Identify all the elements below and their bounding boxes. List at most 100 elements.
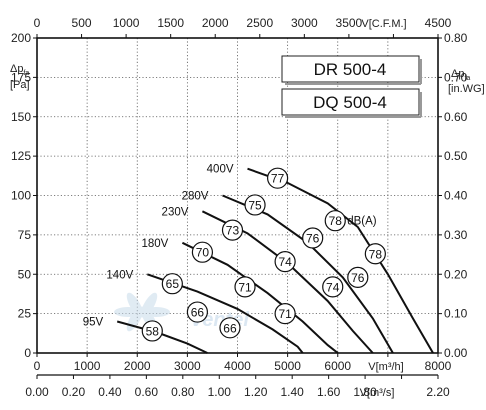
sound-level-value: 74	[278, 255, 292, 269]
sound-level-value: 74	[326, 280, 340, 294]
x-primary-tick-label: 2000	[124, 359, 151, 373]
x-primary-tick-label: 3000	[174, 359, 201, 373]
x-top-tick-label: 2000	[202, 16, 229, 30]
sound-level-value: 70	[196, 246, 210, 260]
sound-level-value: 73	[226, 224, 240, 238]
x-secondary-tick-label: 0.80	[171, 385, 195, 399]
x-top-tick-label: 500	[72, 16, 92, 30]
sound-level-value: 66	[191, 306, 205, 320]
y-right-tick-label: 0.20	[444, 267, 468, 281]
watermark-fan-blade	[126, 292, 144, 318]
title-box	[281, 88, 420, 116]
x-top-tick-label: 0	[34, 16, 41, 30]
y-right-tick-label: 0.10	[444, 307, 468, 321]
x-secondary-tick-label: 0.00	[25, 385, 49, 399]
x-primary-tick-label: 4000	[224, 359, 251, 373]
x-primary-tick-label: 6000	[324, 359, 351, 373]
x-top-tick-label: 1500	[157, 16, 184, 30]
x-secondary-tick-label: 0.40	[98, 385, 122, 399]
sound-level-bubble	[324, 210, 346, 232]
y-left-tick-label: 100	[11, 189, 31, 203]
y-left-label-sub: fa	[23, 70, 29, 77]
title-box	[281, 55, 420, 83]
y-right-tick-label: 0.60	[444, 110, 468, 124]
x-top-tick-label: 3500	[336, 16, 363, 30]
y-left-tick-label: 25	[18, 307, 32, 321]
x-secondary-tick-label: 1.00	[208, 385, 232, 399]
x-top-tick-label: 4500	[425, 16, 452, 30]
y-right-tick-label: 0.50	[444, 149, 468, 163]
sound-level-bubble	[302, 227, 324, 249]
curve-label-230V: 230V	[162, 206, 189, 218]
y-left-unit: [Pa]	[10, 79, 30, 91]
sound-level-bubble	[161, 273, 183, 295]
x-secondary-tick-label: 0.60	[135, 385, 159, 399]
curve-label-400V: 400V	[207, 164, 234, 176]
sound-level-bubble	[219, 317, 241, 339]
curve-label-180V: 180V	[142, 238, 169, 250]
x-top-tick-label: 2500	[246, 16, 273, 30]
x-secondary-tick-label: 1.80	[353, 385, 377, 399]
sound-unit-label: dB(A)	[347, 216, 377, 228]
x-top-tick-label: 3000	[291, 16, 318, 30]
sound-level-bubble	[186, 301, 208, 323]
sound-level-value: 76	[351, 271, 365, 285]
watermark-fan-blade	[140, 292, 158, 318]
sound-level-markers: dB(A) 77 75 73 70 65 58 78 76 74 71 66 66 78 76 74 71	[141, 167, 386, 342]
y-right-label-sub: fa	[464, 75, 470, 82]
grid	[36, 37, 439, 354]
y-right-tick-label: 0.70	[444, 70, 468, 84]
x-secondary-tick-label: 1.20	[244, 385, 268, 399]
y-right-tick-label: 0.00	[444, 346, 468, 360]
sound-level-bubble	[322, 276, 344, 298]
x-primary-label: V[m³/h]	[368, 361, 403, 373]
sound-level-bubble	[141, 320, 163, 342]
curve-label-95V: 95V	[83, 317, 104, 329]
x-secondary-tick-label: 1.40	[281, 385, 305, 399]
y-left-tick-label: 150	[11, 110, 31, 124]
sound-level-bubble	[267, 167, 289, 189]
sound-level-bubble	[191, 241, 214, 263]
x-secondary-label: V[m³/s]	[360, 387, 395, 399]
y-right-tick-label: 0.40	[444, 189, 468, 203]
y-right-label: Δpfa	[451, 68, 470, 82]
sound-level-value: 78	[329, 214, 343, 228]
x-top-label: V[C.F.M.]	[361, 18, 406, 30]
sound-level-bubble	[274, 251, 296, 273]
sound-level-bubble	[221, 219, 244, 241]
y-right-tick-label: 0.80	[444, 31, 468, 45]
sound-level-value: 58	[146, 324, 160, 338]
y-left-tick-label: 125	[11, 149, 31, 163]
y-left-label: Δpfa	[10, 63, 29, 77]
x-primary-tick-label: 8000	[425, 359, 452, 373]
curve-label-280V: 280V	[182, 191, 209, 203]
sound-level-bubble	[274, 303, 296, 325]
curve-label-140V: 140V	[106, 269, 133, 281]
x-top-tick-label: 1000	[113, 16, 140, 30]
model-title: DQ 500-4	[313, 93, 387, 112]
sound-level-value: 77	[271, 172, 285, 186]
sound-level-bubble	[364, 243, 386, 265]
y-left-tick-label: 50	[18, 267, 32, 281]
curves: 400V 280V 230V 180V 140V 95V	[83, 164, 434, 354]
x-primary-tick-label: 1000	[74, 359, 101, 373]
x-primary-tick-label: 5000	[274, 359, 301, 373]
sound-level-value: 71	[238, 280, 252, 294]
sound-level-value: 71	[278, 307, 292, 321]
chart-titles: DR 500-4 DQ 500-4	[281, 55, 422, 118]
y-left-tick-label: 175	[11, 70, 31, 84]
fan-curve-400V	[247, 167, 434, 354]
sound-level-bubble	[234, 276, 256, 298]
y-left-tick-label: 75	[18, 228, 32, 242]
sound-level-value: 65	[166, 277, 180, 291]
sound-level-bubble	[244, 194, 266, 216]
sound-level-value: 78	[369, 247, 383, 261]
y-left-tick-label: 200	[11, 31, 31, 45]
fan-curve-140V	[146, 273, 304, 354]
x-secondary-tick-label: 1.60	[317, 385, 341, 399]
y-right-tick-label: 0.30	[444, 228, 468, 242]
y-right-unit: [in.WG]	[448, 83, 485, 95]
y-left-tick-label: 0	[24, 346, 31, 360]
sound-level-value: 75	[248, 198, 262, 212]
